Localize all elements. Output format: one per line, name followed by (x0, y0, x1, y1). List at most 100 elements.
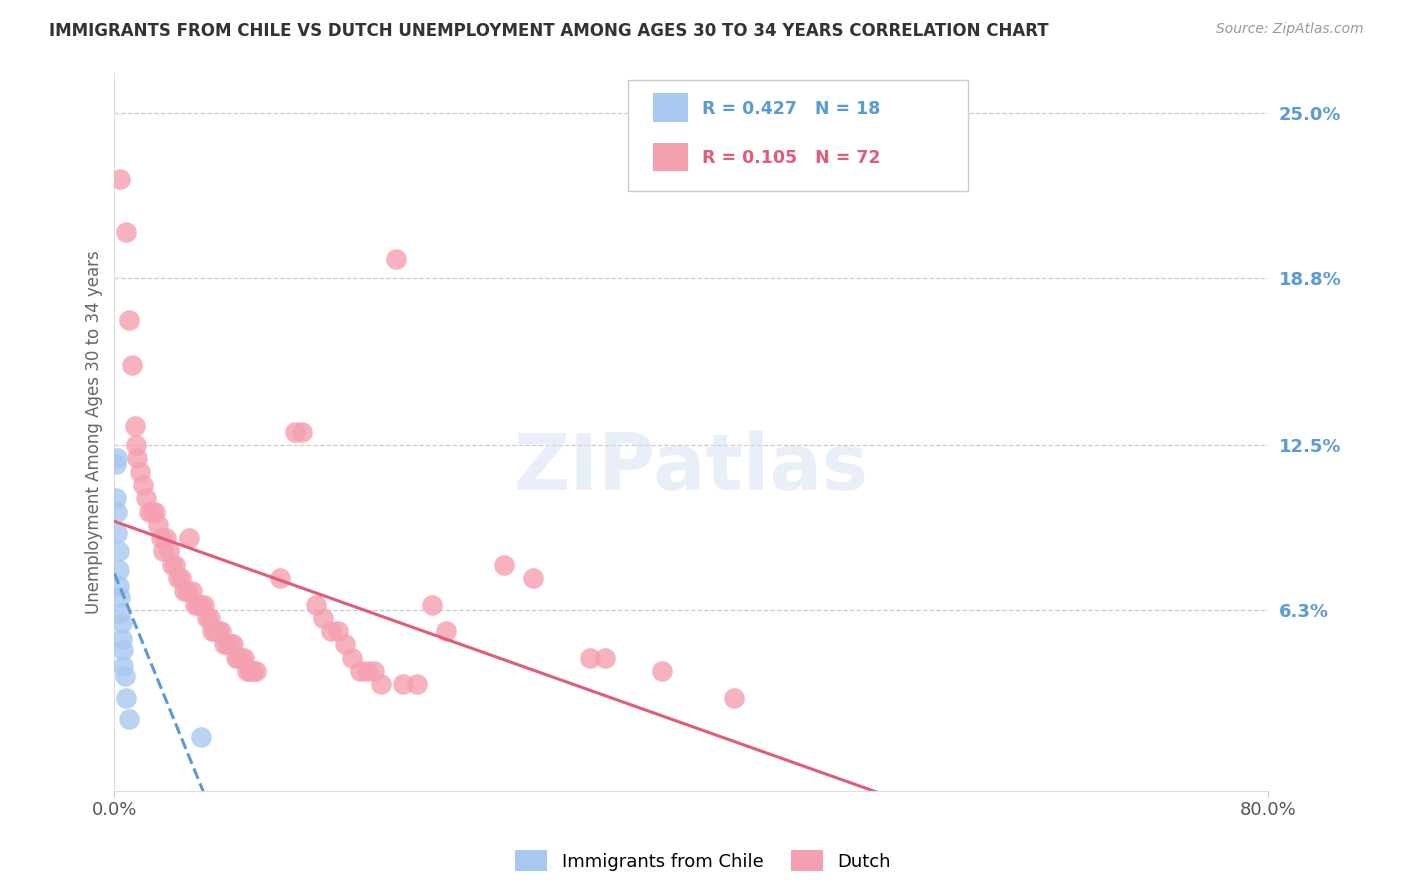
Point (105, 525, 128, 540)
Text: IMMIGRANTS FROM CHILE VS DUTCH UNEMPLOYMENT AMONG AGES 30 TO 34 YEARS CORRELATIO: IMMIGRANTS FROM CHILE VS DUTCH UNEMPLOYM… (49, 22, 1049, 40)
Point (141, 504, 163, 518)
Point (107, 579, 129, 593)
Point (312, 611, 335, 625)
Point (201, 624, 224, 639)
Point (215, 637, 238, 651)
Point (108, 590, 131, 604)
Text: R = 0.427   N = 18: R = 0.427 N = 18 (702, 100, 880, 118)
Point (112, 642, 135, 657)
Text: ZIPatlas: ZIPatlas (513, 430, 869, 506)
Point (135, 491, 157, 506)
Point (233, 650, 256, 665)
Point (342, 650, 364, 665)
Point (118, 712, 141, 726)
Point (125, 438, 148, 452)
Point (160, 558, 183, 572)
Point (129, 465, 152, 479)
Point (121, 359, 143, 373)
Point (239, 664, 262, 678)
Point (107, 563, 129, 577)
Point (209, 624, 232, 639)
Text: R = 0.105   N = 72: R = 0.105 N = 72 (702, 149, 880, 168)
Point (212, 637, 235, 651)
Point (166, 571, 188, 585)
Bar (654, 93, 688, 122)
Point (236, 664, 259, 678)
Point (231, 650, 253, 665)
Point (305, 598, 328, 612)
Point (193, 598, 215, 612)
Point (190, 731, 212, 745)
Point (349, 664, 371, 678)
Point (326, 624, 349, 639)
Point (187, 598, 209, 612)
Point (356, 664, 378, 678)
Point (181, 584, 204, 599)
Point (593, 650, 616, 665)
Point (384, 252, 406, 266)
Point (242, 664, 264, 678)
Point (173, 584, 195, 599)
Point (228, 650, 250, 665)
Point (179, 531, 201, 545)
Point (184, 598, 207, 612)
Point (111, 616, 134, 631)
Point (370, 677, 392, 691)
Point (163, 558, 186, 572)
Point (225, 650, 247, 665)
Point (104, 491, 127, 506)
Point (132, 478, 155, 492)
Point (114, 669, 136, 683)
Point (245, 664, 267, 678)
Point (176, 584, 198, 599)
Point (118, 313, 141, 327)
Point (138, 504, 160, 518)
Bar (654, 143, 688, 171)
Point (522, 571, 544, 585)
Point (284, 425, 307, 439)
Point (146, 517, 169, 532)
Point (124, 419, 146, 434)
Point (108, 606, 131, 620)
Point (152, 544, 174, 558)
Point (434, 624, 457, 639)
Point (107, 544, 129, 558)
Point (105, 451, 128, 466)
Point (333, 637, 356, 651)
Y-axis label: Unemployment Among Ages 30 to 34 years: Unemployment Among Ages 30 to 34 years (86, 250, 103, 614)
Point (492, 558, 515, 572)
Point (115, 690, 138, 705)
Point (127, 451, 149, 466)
Point (291, 425, 314, 439)
Point (363, 664, 385, 678)
Point (207, 624, 229, 639)
Point (149, 531, 172, 545)
Point (111, 632, 134, 646)
Point (155, 531, 177, 545)
Point (115, 226, 138, 240)
Point (391, 677, 413, 691)
FancyBboxPatch shape (627, 80, 967, 192)
Point (204, 624, 226, 639)
Point (579, 650, 602, 665)
Point (723, 690, 745, 705)
Point (319, 624, 342, 639)
Point (104, 457, 127, 471)
Point (143, 504, 166, 518)
Point (112, 658, 135, 673)
Point (195, 611, 218, 625)
Point (269, 571, 291, 585)
Point (420, 598, 443, 612)
Point (651, 664, 673, 678)
Point (105, 504, 128, 518)
Point (108, 172, 131, 186)
Point (221, 637, 243, 651)
Point (190, 598, 212, 612)
Legend: Immigrants from Chile, Dutch: Immigrants from Chile, Dutch (508, 843, 898, 879)
Point (170, 571, 193, 585)
Point (406, 677, 429, 691)
Point (218, 637, 240, 651)
Text: Source: ZipAtlas.com: Source: ZipAtlas.com (1216, 22, 1364, 37)
Point (198, 611, 221, 625)
Point (157, 544, 180, 558)
